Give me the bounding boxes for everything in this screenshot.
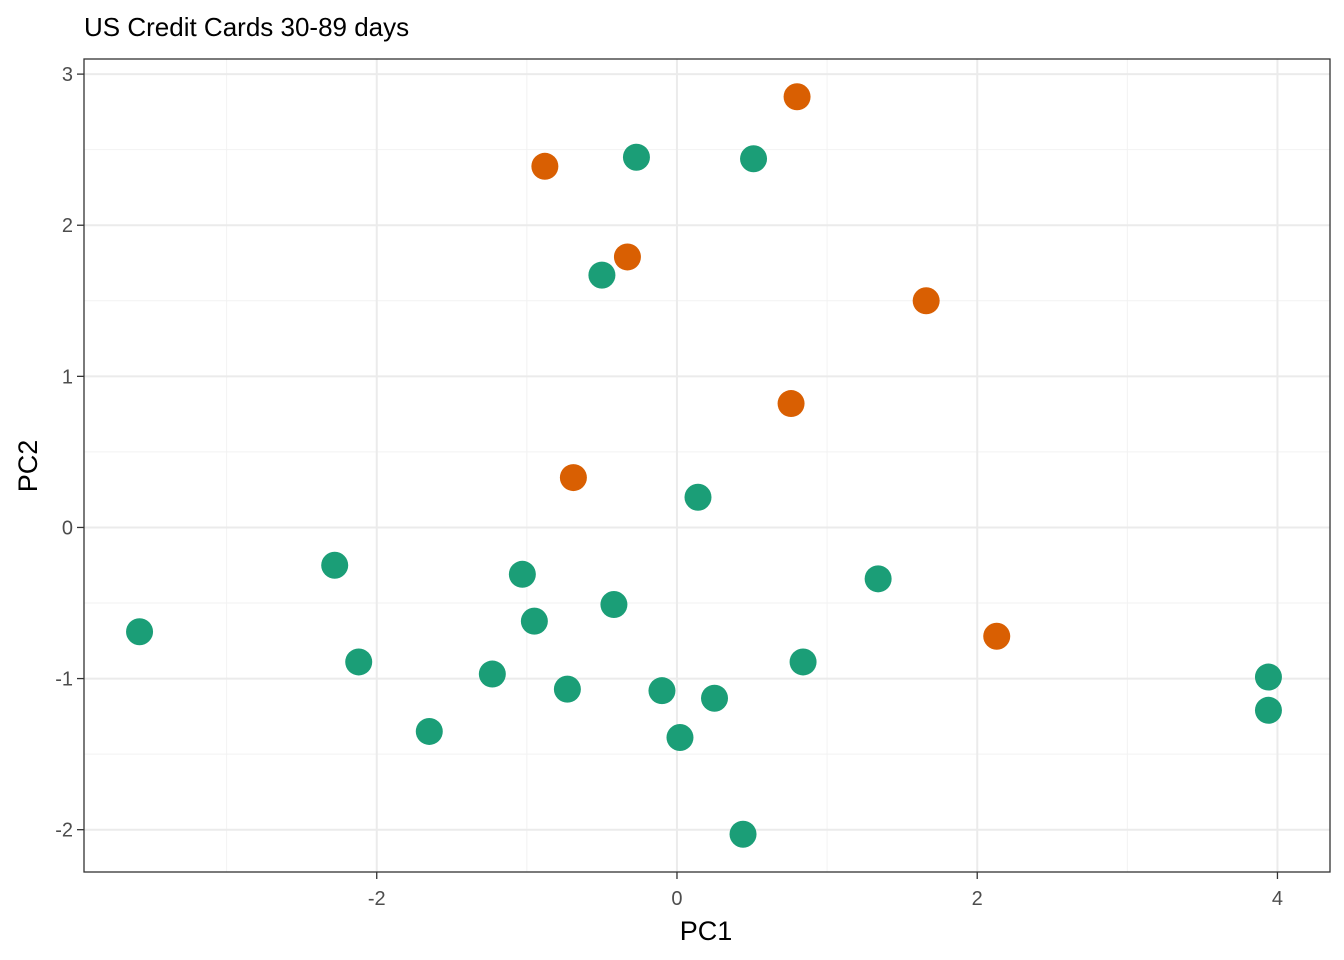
data-point (613, 243, 641, 271)
x-tick-label: 2 (972, 888, 983, 910)
data-point (864, 565, 892, 593)
data-point (777, 390, 805, 418)
data-point (588, 261, 616, 289)
data-point (531, 152, 559, 180)
data-point (478, 660, 506, 688)
data-point (789, 648, 817, 676)
data-point (1254, 663, 1282, 691)
data-point (783, 83, 811, 111)
axis-ticks: -2 0 2 4 -2 -1 0 1 2 3 (55, 64, 1283, 910)
data-point (508, 560, 536, 588)
y-tick-label: 2 (62, 215, 73, 237)
y-axis-title: PC2 (13, 440, 43, 493)
x-axis-title: PC1 (680, 916, 733, 946)
data-point (345, 648, 373, 676)
chart-title: US Credit Cards 30-89 days (84, 12, 409, 42)
x-tick-label: -2 (368, 888, 386, 910)
grid (84, 59, 1330, 872)
plot-panel (83, 58, 1331, 873)
y-tick-label: 0 (62, 517, 73, 539)
data-point (729, 820, 757, 848)
x-tick-label: 0 (671, 888, 682, 910)
data-point (622, 143, 650, 171)
y-tick-label: 1 (62, 366, 73, 388)
y-tick-label: -2 (55, 820, 73, 842)
data-point (553, 675, 581, 703)
data-point (983, 622, 1011, 650)
data-point (740, 145, 768, 173)
data-point (701, 684, 729, 712)
data-point (600, 591, 628, 619)
data-point (648, 677, 676, 705)
data-point (520, 607, 548, 635)
x-tick-label: 4 (1272, 888, 1283, 910)
data-point (321, 551, 349, 579)
data-points (126, 83, 1282, 848)
data-point (912, 287, 940, 315)
y-tick-label: 3 (62, 64, 73, 86)
data-point (559, 464, 587, 492)
data-point (126, 618, 154, 646)
data-point (684, 483, 712, 511)
data-point (666, 724, 694, 752)
data-point (415, 717, 443, 745)
data-point (1254, 696, 1282, 724)
y-tick-label: -1 (55, 669, 73, 691)
